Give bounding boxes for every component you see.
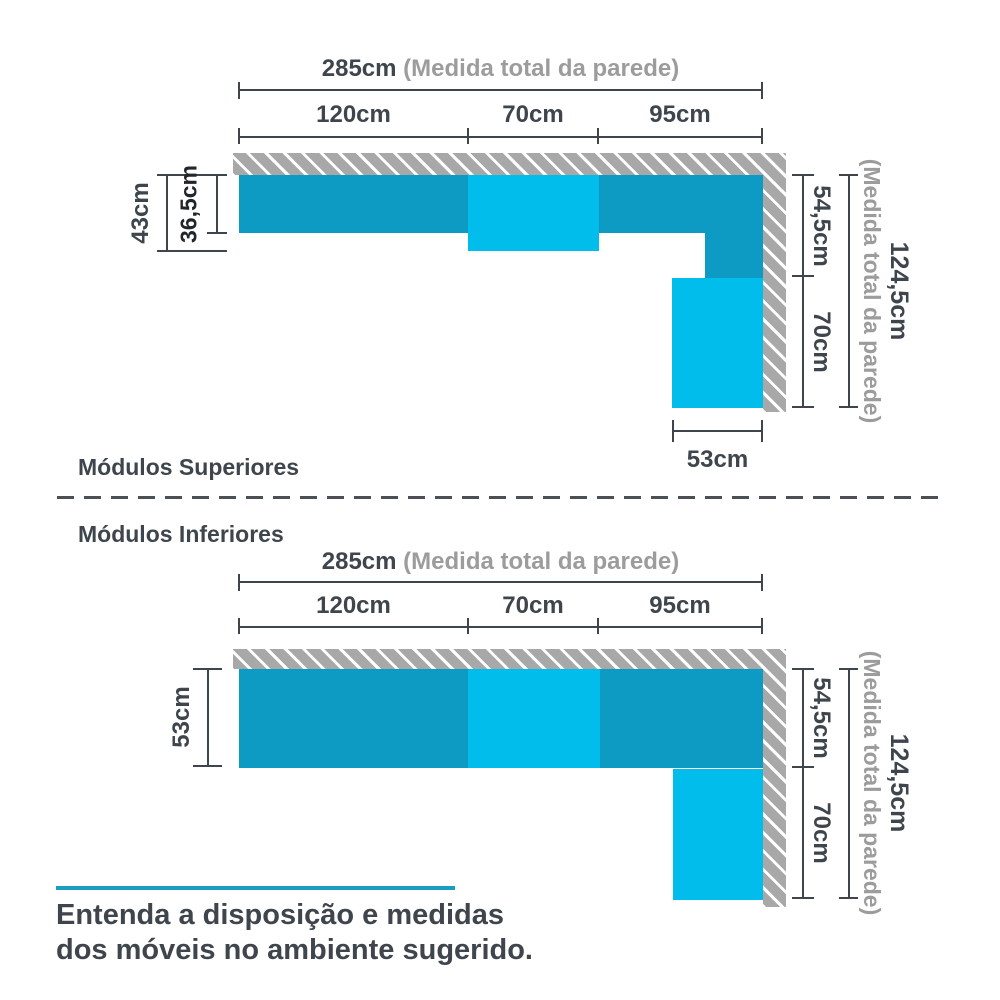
bottom-module-120cm	[239, 669, 468, 768]
top-depth-tick-outer-bottom	[157, 250, 227, 252]
top-bottomwidth-dim-line	[672, 430, 763, 432]
top-segment-dim-line	[239, 136, 762, 138]
bottom-depth-dim-line	[207, 669, 209, 767]
top-right-outer-tick-bottom	[839, 406, 858, 408]
top-right-inner-tick-3	[792, 406, 814, 408]
top-depth-inner-dim-line	[216, 175, 218, 233]
bottom-segment-tick-4	[761, 618, 763, 634]
top-depth-outer-label: 43cm	[127, 182, 154, 244]
top-right-inner-tick-1	[792, 174, 814, 176]
section-divider	[57, 496, 943, 499]
bottom-right-total-note: (Medida total da parede)	[859, 650, 885, 916]
bottom-right-inner-tick-2	[792, 766, 814, 768]
bottom-right-outer-tick-top	[839, 668, 858, 670]
top-depth-tick-inner-bottom	[207, 232, 227, 234]
top-segment-tick-4	[761, 128, 763, 144]
bottom-depth-tick-top	[193, 668, 222, 670]
top-segment-label-95: 95cm	[649, 101, 711, 128]
top-right-total-label: 124,5cm	[885, 241, 913, 341]
top-total-width-value: 285cm	[321, 55, 397, 82]
top-right-outer-dim-line	[848, 175, 850, 408]
bottom-depth-tick-bottom	[193, 765, 222, 767]
bottom-depth-label: 53cm	[168, 686, 195, 748]
bottom-module-corner	[673, 769, 763, 900]
bottom-right-inner-tick-1	[792, 668, 814, 670]
bottom-total-width-label: 285cm (Medida total da parede)	[239, 550, 762, 574]
bottom-segment-dim-line	[239, 626, 762, 628]
bottom-segment-tick-3	[597, 618, 599, 634]
footer-caption-line1: Entenda a disposição e medidas	[56, 899, 505, 931]
bottom-segment-label-120: 120cm	[316, 592, 391, 619]
top-segment-tick-1	[238, 128, 240, 144]
top-right-outer-tick-top	[839, 174, 858, 176]
top-total-dim-line	[239, 89, 762, 91]
top-diagram-title: Módulos Superiores	[78, 454, 300, 480]
top-total-dim-tick-right	[761, 82, 763, 99]
top-segment-label-70: 70cm	[502, 101, 564, 128]
top-module-95cm-corner-leg	[705, 233, 763, 278]
top-module-95cm-corner	[599, 175, 763, 233]
bottom-right-total-label: 124,5cm	[885, 733, 913, 833]
bottom-right-outer-tick-bottom	[839, 897, 858, 899]
bottom-total-width-note: (Medida total da parede)	[403, 548, 680, 575]
bottom-right-lower-label: 70cm	[808, 802, 835, 864]
bottom-segment-label-95: 95cm	[649, 592, 711, 619]
bottom-right-upper-label: 54,5cm	[808, 677, 835, 759]
top-segment-label-120: 120cm	[316, 101, 391, 128]
top-right-inner-dim-line	[802, 175, 804, 408]
top-right-upper-label: 54,5cm	[808, 185, 835, 267]
bottom-right-inner-dim-line	[802, 669, 804, 899]
footer-accent-line	[56, 886, 455, 890]
bottom-total-dim-tick-left	[238, 574, 240, 591]
top-right-total-block: 124,5cm (Medida total da parede)	[858, 158, 913, 424]
top-total-dim-tick-left	[238, 82, 240, 99]
top-total-width-note: (Medida total da parede)	[403, 55, 680, 82]
bottom-module-95cm	[600, 669, 763, 768]
footer-caption-line2: dos móveis no ambiente sugerido.	[56, 934, 533, 966]
bottom-right-total-block: 124,5cm (Medida total da parede)	[858, 650, 913, 916]
top-segment-tick-2	[467, 128, 469, 144]
top-bottomwidth-label: 53cm	[686, 446, 749, 473]
bottom-right-inner-tick-3	[792, 897, 814, 899]
top-segment-tick-3	[597, 128, 599, 144]
bottom-total-dim-line	[239, 581, 762, 583]
bottom-segment-tick-2	[467, 618, 469, 634]
bottom-segment-label-70: 70cm	[502, 592, 564, 619]
top-right-lower-label: 70cm	[808, 311, 835, 373]
top-right-inner-tick-2	[792, 275, 814, 277]
bottom-total-dim-tick-right	[761, 574, 763, 591]
top-module-120cm	[239, 175, 468, 233]
top-depth-tick-top	[157, 174, 227, 176]
bottom-segment-tick-1	[238, 618, 240, 634]
bottom-right-outer-dim-line	[848, 669, 850, 899]
top-right-total-note: (Medida total da parede)	[859, 158, 885, 424]
top-depth-inner-label: 36,5cm	[175, 164, 202, 244]
bottom-module-70cm	[468, 669, 600, 768]
bottom-total-width-value: 285cm	[321, 548, 397, 575]
footer-caption: Entenda a disposição e medidas dos móvei…	[56, 898, 533, 968]
top-depth-outer-dim-line	[166, 175, 168, 251]
top-module-53cm	[672, 278, 763, 408]
bottom-diagram-title: Módulos Inferiores	[78, 521, 284, 547]
top-module-70cm	[468, 175, 599, 251]
top-total-width-label: 285cm (Medida total da parede)	[239, 57, 762, 81]
